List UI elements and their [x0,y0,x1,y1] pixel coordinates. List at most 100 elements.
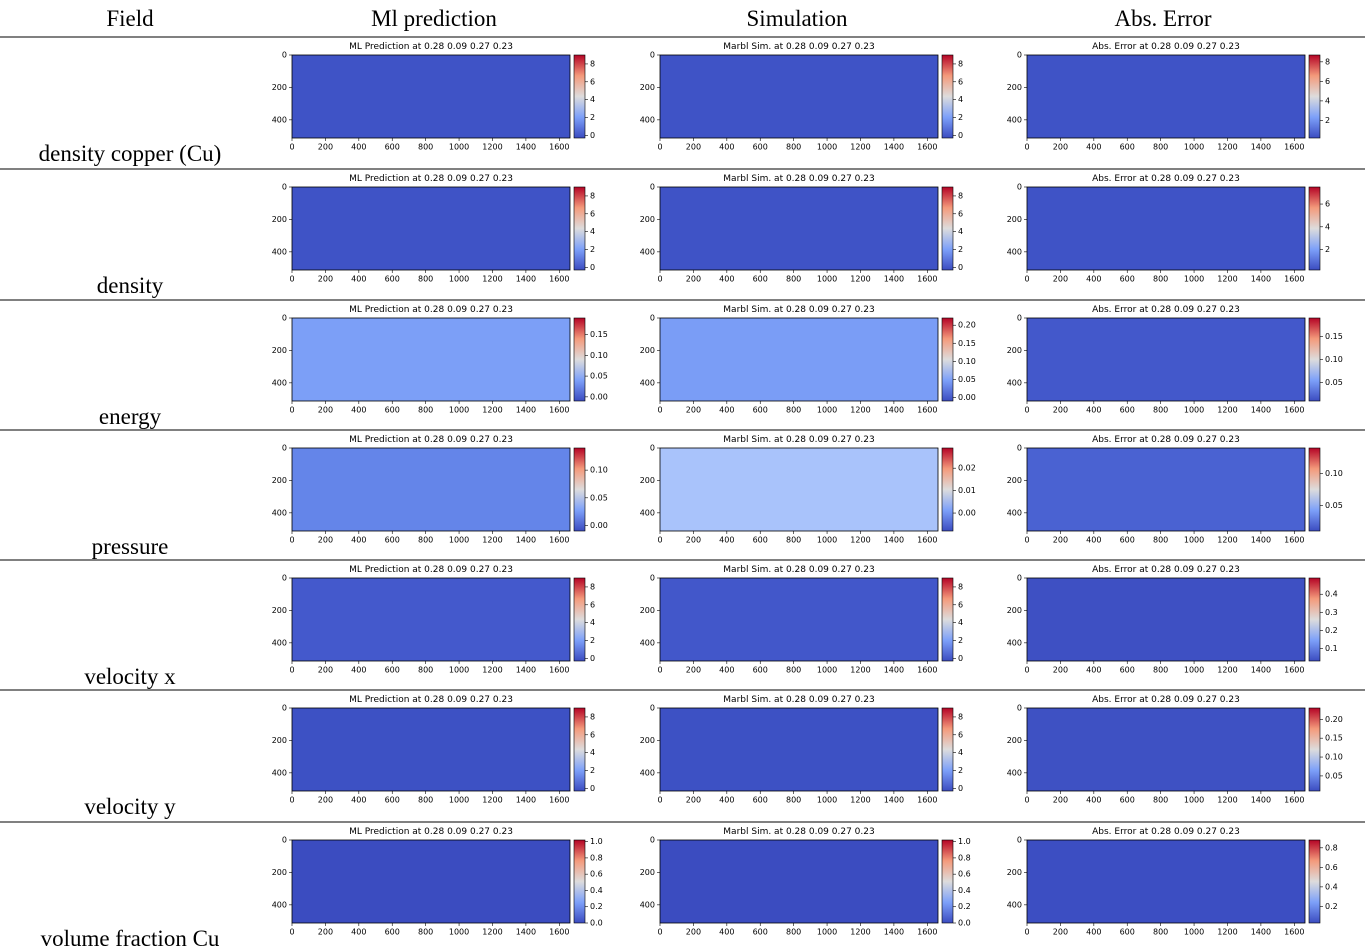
x-tick-label: 1200 [482,143,502,152]
y-tick-label: 0 [650,51,655,60]
x-tick-label: 600 [385,275,400,284]
x-tick-label: 1200 [1217,666,1237,675]
x-tick-label: 1600 [1284,666,1304,675]
y-tick-label: 400 [640,508,655,517]
x-tick-label: 1200 [1217,143,1237,152]
x-tick-label: 800 [786,406,801,415]
row-label: density [97,273,164,298]
panel-title: ML Prediction at 0.28 0.09 0.27 0.23 [349,305,513,315]
x-tick-label: 800 [418,143,433,152]
panel-title: Marbl Sim. at 0.28 0.09 0.27 0.23 [723,435,874,445]
x-tick-label: 1600 [917,928,937,937]
y-tick-label: 200 [640,868,655,877]
colorbar-tick-label: 0.6 [1325,863,1338,872]
panel-title: Abs. Error at 0.28 0.09 0.27 0.23 [1092,565,1240,575]
x-tick-label: 0 [1024,536,1029,545]
y-tick-label: 0 [282,444,287,453]
colorbar-tick-label: 0 [958,263,963,272]
heatmap [291,186,571,271]
heatmap [291,447,571,532]
panel-title: ML Prediction at 0.28 0.09 0.27 0.23 [349,42,513,52]
heatmap [1026,186,1306,271]
y-tick-label: 200 [640,83,655,92]
panel-title: Abs. Error at 0.28 0.09 0.27 0.23 [1092,305,1240,315]
x-tick-label: 0 [657,928,662,937]
colorbar-tick-label: 8 [590,59,595,68]
colorbar-tick-label: 4 [958,748,963,757]
x-tick-label: 200 [318,536,333,545]
colorbar-tick-label: 0 [590,131,595,140]
colorbar-tick-label: 0.00 [958,509,976,518]
heatmap [659,839,939,924]
y-tick-label: 200 [1007,215,1022,224]
panel-title: Abs. Error at 0.28 0.09 0.27 0.23 [1092,42,1240,52]
colorbar-tick-label: 8 [958,582,963,591]
x-tick-label: 800 [1153,928,1168,937]
colorbar-tick-label: 6 [590,600,595,609]
y-tick-label: 200 [1007,606,1022,615]
x-tick-label: 1400 [516,536,536,545]
colorbar-tick-label: 0.4 [1325,590,1338,599]
colorbar [941,447,954,532]
panel-title: Abs. Error at 0.28 0.09 0.27 0.23 [1092,435,1240,445]
heatmap [291,317,571,402]
x-tick-label: 200 [1053,536,1068,545]
y-tick-label: 200 [1007,868,1022,877]
column-header: Simulation [747,6,848,31]
x-tick-label: 600 [753,275,768,284]
colorbar-tick-label: 0.00 [958,393,976,402]
x-tick-label: 400 [1086,275,1101,284]
x-tick-label: 600 [753,143,768,152]
colorbar-tick-label: 0.8 [590,853,603,862]
x-tick-label: 0 [1024,796,1029,805]
heatmap [659,54,939,139]
row-label: density copper (Cu) [39,141,222,166]
panel-title: Abs. Error at 0.28 0.09 0.27 0.23 [1092,174,1240,184]
x-tick-label: 400 [351,796,366,805]
x-tick-label: 0 [657,275,662,284]
colorbar-tick-label: 6 [1325,77,1330,86]
x-tick-label: 200 [318,275,333,284]
y-tick-label: 200 [272,346,287,355]
y-tick-label: 0 [1017,836,1022,845]
field-header: Field [106,6,154,31]
x-tick-label: 200 [686,928,701,937]
x-tick-label: 0 [657,796,662,805]
colorbar [1308,186,1321,271]
x-tick-label: 600 [385,796,400,805]
x-tick-label: 0 [657,536,662,545]
x-tick-label: 1000 [449,666,469,675]
y-tick-label: 0 [1017,574,1022,583]
heatmap [291,707,571,792]
heatmap [1026,839,1306,924]
panel-title: Marbl Sim. at 0.28 0.09 0.27 0.23 [723,305,874,315]
y-tick-label: 400 [272,638,287,647]
x-tick-label: 1000 [1184,275,1204,284]
x-tick-label: 800 [1153,796,1168,805]
x-tick-label: 400 [719,796,734,805]
x-tick-label: 400 [351,275,366,284]
x-tick-label: 1600 [1284,928,1304,937]
x-tick-label: 0 [289,928,294,937]
x-tick-label: 1200 [482,796,502,805]
x-tick-label: 1600 [549,406,569,415]
x-tick-label: 400 [351,143,366,152]
colorbar-tick-label: 8 [590,582,595,591]
column-header: Ml prediction [371,6,497,31]
x-tick-label: 600 [1120,536,1135,545]
colorbar-tick-label: 8 [590,191,595,200]
x-tick-label: 800 [418,666,433,675]
colorbar-tick-label: 4 [590,618,595,627]
x-tick-label: 1000 [449,143,469,152]
x-tick-label: 1200 [1217,928,1237,937]
colorbar-tick-label: 0.3 [1325,608,1338,617]
y-tick-label: 200 [640,736,655,745]
x-tick-label: 600 [753,536,768,545]
x-tick-label: 800 [1153,666,1168,675]
colorbar [941,54,954,139]
colorbar-tick-label: 0 [958,784,963,793]
x-tick-label: 0 [289,143,294,152]
x-tick-label: 200 [686,536,701,545]
x-tick-label: 1000 [817,143,837,152]
colorbar-tick-label: 2 [590,245,595,254]
